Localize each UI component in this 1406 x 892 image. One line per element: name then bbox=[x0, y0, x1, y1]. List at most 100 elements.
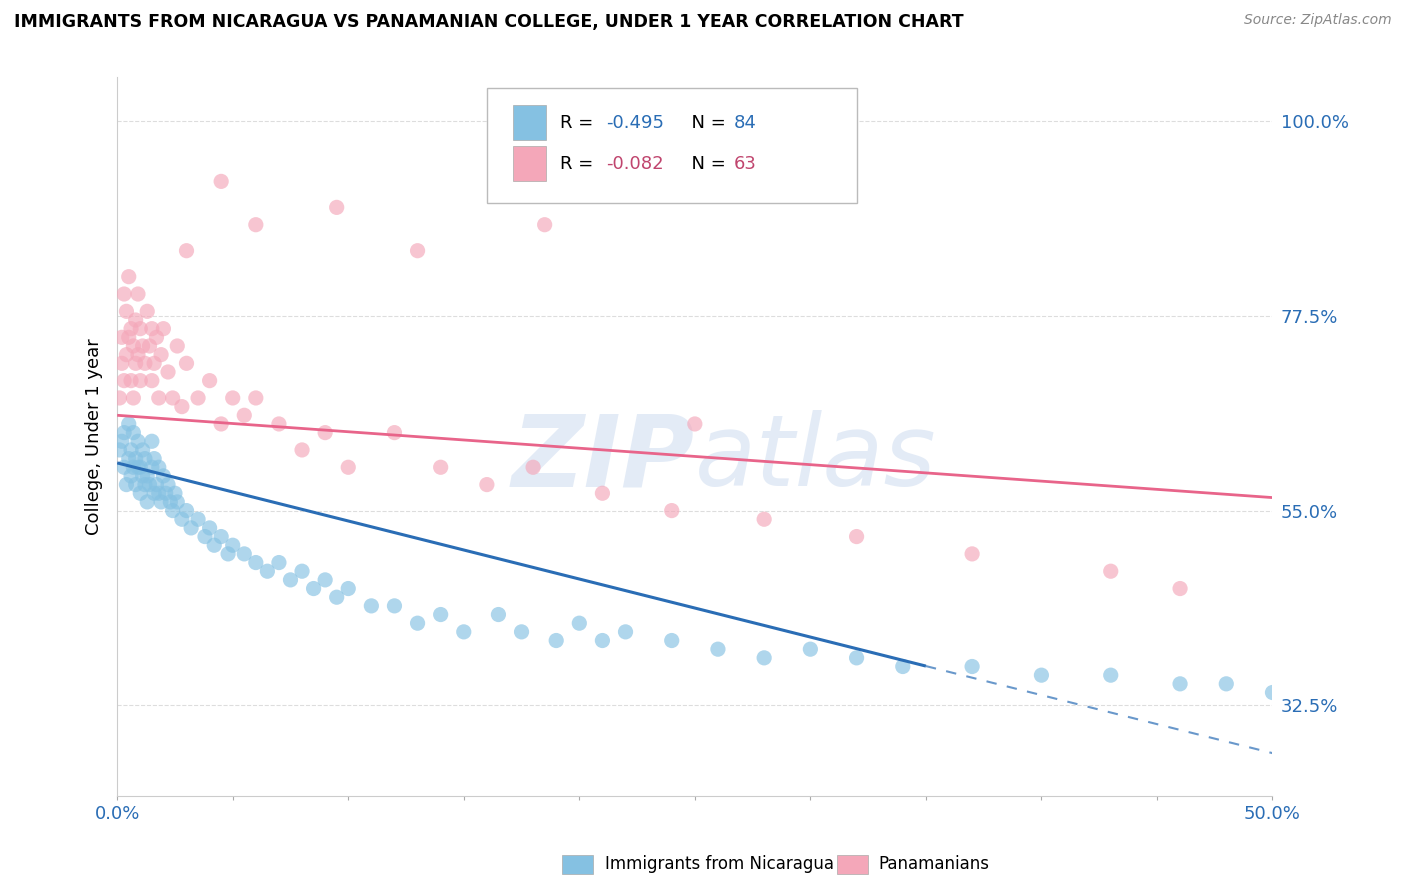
Point bbox=[141, 321, 163, 335]
FancyBboxPatch shape bbox=[513, 146, 546, 181]
Point bbox=[707, 642, 730, 657]
Point bbox=[1215, 677, 1237, 691]
Text: Panamanians: Panamanians bbox=[879, 855, 990, 873]
Point bbox=[108, 391, 131, 405]
Point bbox=[475, 477, 498, 491]
Point bbox=[152, 469, 174, 483]
Point bbox=[1284, 746, 1306, 760]
Point bbox=[155, 486, 177, 500]
Point bbox=[134, 451, 156, 466]
Point bbox=[202, 538, 225, 552]
Point bbox=[141, 460, 163, 475]
Point bbox=[138, 477, 160, 491]
Point bbox=[233, 409, 256, 423]
Point bbox=[176, 244, 198, 258]
Point bbox=[845, 530, 868, 544]
Point bbox=[222, 538, 245, 552]
Point bbox=[143, 356, 166, 370]
Point bbox=[148, 391, 170, 405]
Point bbox=[233, 547, 256, 561]
Point bbox=[217, 547, 239, 561]
Point bbox=[150, 495, 173, 509]
Point bbox=[522, 460, 544, 475]
Point bbox=[337, 582, 360, 596]
Point bbox=[198, 521, 221, 535]
Point bbox=[1168, 677, 1191, 691]
Point bbox=[112, 374, 135, 388]
Point bbox=[661, 633, 683, 648]
Point bbox=[143, 451, 166, 466]
Point bbox=[122, 460, 145, 475]
Point bbox=[122, 425, 145, 440]
Text: -0.495: -0.495 bbox=[606, 114, 664, 132]
Point bbox=[187, 391, 209, 405]
Point bbox=[406, 244, 429, 258]
Point bbox=[488, 607, 510, 622]
Text: 63: 63 bbox=[734, 154, 756, 173]
Point bbox=[591, 633, 613, 648]
Text: IMMIGRANTS FROM NICARAGUA VS PANAMANIAN COLLEGE, UNDER 1 YEAR CORRELATION CHART: IMMIGRANTS FROM NICARAGUA VS PANAMANIAN … bbox=[14, 13, 963, 31]
FancyBboxPatch shape bbox=[486, 88, 856, 203]
Point bbox=[111, 356, 134, 370]
Point bbox=[162, 503, 184, 517]
Point bbox=[122, 391, 145, 405]
Text: ZIP: ZIP bbox=[512, 410, 695, 507]
Point bbox=[960, 659, 983, 673]
Point bbox=[129, 374, 152, 388]
Point bbox=[127, 460, 149, 475]
Point bbox=[127, 287, 149, 301]
Point bbox=[591, 486, 613, 500]
Point bbox=[118, 330, 141, 344]
Point bbox=[129, 486, 152, 500]
Text: N =: N = bbox=[681, 114, 731, 132]
Point bbox=[118, 451, 141, 466]
Point bbox=[180, 521, 202, 535]
Text: -0.082: -0.082 bbox=[606, 154, 664, 173]
Point bbox=[429, 460, 451, 475]
Point bbox=[115, 477, 138, 491]
Point bbox=[157, 477, 180, 491]
Point bbox=[406, 616, 429, 631]
Point bbox=[845, 650, 868, 665]
Point bbox=[176, 356, 198, 370]
Point bbox=[267, 556, 290, 570]
Point bbox=[245, 218, 267, 232]
Point bbox=[108, 442, 131, 457]
Point bbox=[131, 339, 153, 353]
Text: N =: N = bbox=[681, 154, 731, 173]
Point bbox=[302, 582, 325, 596]
Point bbox=[429, 607, 451, 622]
Text: atlas: atlas bbox=[695, 410, 936, 507]
Point bbox=[1261, 685, 1284, 699]
Point bbox=[129, 321, 152, 335]
Point bbox=[120, 469, 142, 483]
Point bbox=[752, 512, 775, 526]
Point bbox=[138, 339, 160, 353]
Point bbox=[1168, 582, 1191, 596]
Point bbox=[166, 495, 188, 509]
Point bbox=[115, 304, 138, 318]
Point bbox=[568, 616, 591, 631]
Point bbox=[661, 503, 683, 517]
Point bbox=[152, 321, 174, 335]
Point bbox=[134, 356, 156, 370]
Point bbox=[141, 434, 163, 449]
Point bbox=[148, 486, 170, 500]
Point bbox=[141, 374, 163, 388]
Point bbox=[209, 530, 232, 544]
Point bbox=[683, 417, 706, 431]
Point bbox=[384, 599, 406, 613]
Point bbox=[170, 400, 193, 414]
Point bbox=[127, 348, 149, 362]
Point bbox=[166, 339, 188, 353]
Point bbox=[122, 339, 145, 353]
Y-axis label: College, Under 1 year: College, Under 1 year bbox=[86, 339, 103, 535]
Point bbox=[112, 287, 135, 301]
Point bbox=[245, 556, 267, 570]
Point bbox=[131, 442, 153, 457]
Point bbox=[1308, 755, 1330, 769]
Point bbox=[337, 460, 360, 475]
Point bbox=[136, 469, 159, 483]
Text: R =: R = bbox=[560, 154, 599, 173]
Point bbox=[325, 591, 347, 605]
